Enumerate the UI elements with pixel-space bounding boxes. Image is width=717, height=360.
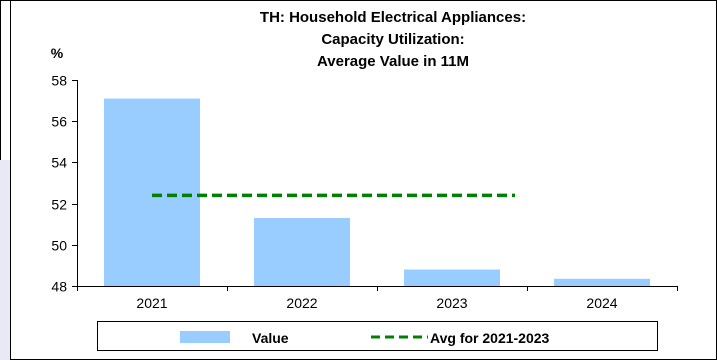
chart-title-line-3: Average Value in 11M xyxy=(317,53,469,70)
y-tick-label-50: 50 xyxy=(51,238,67,254)
legend: Value Avg for 2021-2023 xyxy=(97,321,658,351)
legend-label-avg: Avg for 2021-2023 xyxy=(430,330,550,346)
bar-2023 xyxy=(404,269,500,286)
y-tick-label-56: 56 xyxy=(51,114,67,130)
x-tick-label-2023: 2023 xyxy=(436,295,467,311)
bar-2022 xyxy=(254,218,350,286)
left-edge-shade xyxy=(0,160,10,360)
bar-2024 xyxy=(554,278,650,286)
legend-label-value: Value xyxy=(252,330,289,346)
x-tick-label-2021: 2021 xyxy=(136,295,167,311)
x-tick-label-2024: 2024 xyxy=(586,295,617,311)
plot-area: 48 50 52 54 56 58 2021 2022 2023 2024 xyxy=(51,73,678,311)
y-tick-label-58: 58 xyxy=(51,73,67,89)
bar-2021 xyxy=(104,98,200,286)
x-tick-label-2022: 2022 xyxy=(286,295,317,311)
y-axis-label: % xyxy=(51,45,64,61)
chart-title-line-2: Capacity Utilization: xyxy=(321,31,464,48)
y-tick-label-52: 52 xyxy=(51,197,67,213)
chart-title-line-1: TH: Household Electrical Appliances: xyxy=(260,9,526,26)
y-tick-label-48: 48 xyxy=(51,279,67,295)
legend-swatch-value xyxy=(180,331,230,343)
y-tick-label-54: 54 xyxy=(51,155,67,171)
